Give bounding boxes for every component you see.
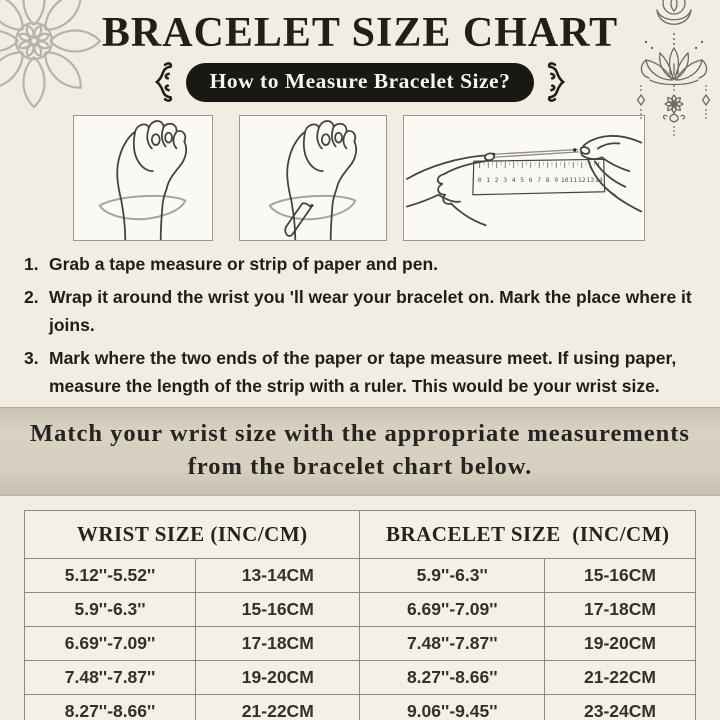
- table-cell: 21-22CM: [195, 693, 361, 720]
- wrist-size-header: WRIST SIZE (INC/CM): [24, 510, 360, 559]
- svg-text:2: 2: [495, 176, 499, 184]
- instruction-item: 2. Wrap it around the wrist you 'll wear…: [24, 283, 696, 339]
- svg-text:9: 9: [554, 176, 558, 184]
- svg-text:1: 1: [486, 176, 490, 184]
- bracelet-size-header: BRACELET SIZE (INC/CM): [359, 510, 696, 559]
- instruction-item: 3. Mark where the two ends of the paper …: [24, 344, 696, 400]
- table-row: 5.12''-5.52'' 13-14CM 5.9''-6.3'' 15-16CM: [23, 557, 696, 593]
- illustration-wrap-tape: [73, 115, 213, 241]
- lotus-ornament-decoration: [636, 0, 711, 136]
- table-cell: 6.69''-7.09'': [359, 591, 545, 627]
- table-row: 8.27''-8.66'' 21-22CM 9.06''-9.45'' 23-24CM: [23, 693, 696, 720]
- table-cell: 21-22CM: [544, 659, 696, 695]
- mandala-flower-decoration: [0, 0, 102, 109]
- instruction-list: 1. Grab a tape measure or strip of paper…: [0, 250, 720, 400]
- instruction-text: Wrap it around the wrist you 'll wear yo…: [49, 287, 692, 335]
- svg-text:5: 5: [520, 176, 524, 184]
- table-cell: 17-18CM: [544, 591, 696, 627]
- svg-text:12: 12: [578, 176, 586, 184]
- size-table-header-row: WRIST SIZE (INC/CM) BRACELET SIZE (INC/C…: [24, 510, 696, 559]
- table-cell: 13-14CM: [195, 557, 361, 593]
- table-cell: 15-16CM: [195, 591, 361, 627]
- instruction-text: Grab a tape measure or strip of paper an…: [49, 254, 438, 274]
- ruler-scale: 0 1 2 3 4 5 6 7 8 9 10 11 12 13 14: [478, 161, 603, 184]
- instruction-number: 3.: [24, 348, 39, 368]
- svg-text:8: 8: [546, 176, 550, 184]
- match-size-banner: Match your wrist size with the appropria…: [0, 407, 720, 496]
- table-row: 6.69''-7.09'' 17-18CM 7.48''-7.87'' 19-20CM: [23, 625, 696, 661]
- instruction-item: 1. Grab a tape measure or strip of paper…: [24, 250, 696, 278]
- pen-icon: [284, 202, 314, 237]
- illustration-row: 0 1 2 3 4 5 6 7 8 9 10 11 12 13 14: [0, 115, 720, 241]
- instruction-number: 2.: [24, 287, 39, 307]
- badge-row: How to Measure Bracelet Size?: [0, 61, 720, 103]
- illustration-mark-pen: [239, 115, 387, 241]
- page-title: BRACELET SIZE CHART: [101, 10, 619, 56]
- table-cell: 6.69''-7.09'': [23, 625, 197, 661]
- svg-text:0: 0: [478, 176, 482, 184]
- table-cell: 9.06''-9.45'': [359, 693, 545, 720]
- flourish-left-icon: [154, 62, 172, 102]
- table-cell: 15-16CM: [544, 557, 696, 593]
- table-cell: 19-20CM: [195, 659, 361, 695]
- illustration-measure-ruler: 0 1 2 3 4 5 6 7 8 9 10 11 12 13 14: [403, 115, 645, 241]
- svg-text:13: 13: [586, 176, 594, 184]
- table-row: 7.48''-7.87'' 19-20CM 8.27''-8.66'' 21-22CM: [23, 659, 696, 695]
- table-cell: 5.9''-6.3'': [359, 557, 545, 593]
- size-table: WRIST SIZE (INC/CM) BRACELET SIZE (INC/C…: [23, 509, 696, 720]
- table-cell: 17-18CM: [195, 625, 361, 661]
- table-cell: 19-20CM: [544, 625, 696, 661]
- instruction-text: Mark where the two ends of the paper or …: [49, 348, 677, 396]
- table-row: 5.9''-6.3'' 15-16CM 6.69''-7.09'' 17-18CM: [23, 591, 696, 627]
- table-cell: 23-24CM: [544, 693, 696, 720]
- flourish-right-icon: [548, 62, 566, 102]
- svg-text:3: 3: [503, 176, 507, 184]
- size-table-body: 5.12''-5.52'' 13-14CM 5.9''-6.3'' 15-16CM 5.…: [23, 557, 696, 720]
- table-cell: 8.27''-8.66'': [23, 693, 197, 720]
- svg-text:11: 11: [569, 176, 577, 184]
- table-cell: 7.48''-7.87'': [23, 659, 197, 695]
- svg-text:6: 6: [529, 176, 533, 184]
- table-cell: 5.12''-5.52'': [23, 557, 197, 593]
- table-cell: 5.9''-6.3'': [23, 591, 197, 627]
- table-cell: 8.27''-8.66'': [359, 659, 545, 695]
- svg-text:10: 10: [561, 176, 569, 184]
- instruction-number: 1.: [24, 254, 39, 274]
- table-cell: 7.48''-7.87'': [359, 625, 545, 661]
- banner-text: Match your wrist size with the appropria…: [30, 420, 690, 481]
- how-to-measure-badge: How to Measure Bracelet Size?: [185, 62, 535, 102]
- svg-text:7: 7: [537, 176, 541, 184]
- svg-text:4: 4: [512, 176, 516, 184]
